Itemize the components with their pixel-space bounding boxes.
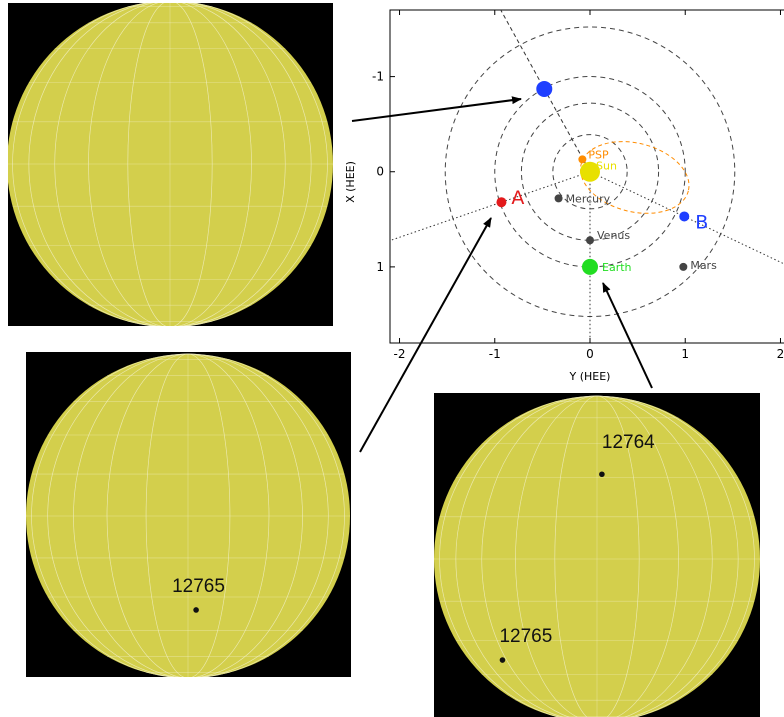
mercury-label: Mercury xyxy=(566,192,611,205)
psp-label: PSP xyxy=(588,148,609,161)
stereo-b-marker xyxy=(679,211,690,222)
mars-label: Mars xyxy=(690,259,717,272)
y-tick-label: 1 xyxy=(376,260,384,274)
sunspot-marker xyxy=(193,607,199,613)
venus-label: Venus xyxy=(597,229,630,242)
earth-marker xyxy=(582,258,598,275)
x-tick-label: 2 xyxy=(777,347,784,361)
y-tick-label: 0 xyxy=(376,165,384,179)
earth-label: Earth xyxy=(602,261,632,274)
unlabeled-spacecraft-marker xyxy=(536,80,553,97)
sun-label: Sun xyxy=(596,160,617,173)
stereo-a-marker xyxy=(496,197,507,208)
sunspot-marker xyxy=(599,471,605,478)
x-tick-label: -2 xyxy=(394,347,406,361)
longitude-line xyxy=(12,3,328,326)
mercury-marker xyxy=(554,194,563,203)
sight-line-unlabeled xyxy=(500,10,591,172)
mars-marker xyxy=(679,262,688,271)
venus-marker xyxy=(586,236,594,245)
orbit-circle xyxy=(494,76,686,268)
longitude-line xyxy=(54,3,286,326)
x-axis-title: Y (HEE) xyxy=(569,370,611,383)
sunspot-marker xyxy=(499,657,506,663)
stereo-a-label: A xyxy=(511,187,524,209)
longitude-line xyxy=(28,3,312,326)
longitude-line xyxy=(127,3,213,326)
sun-marker xyxy=(580,161,600,182)
sun-disk-image xyxy=(8,3,333,326)
y-tick-label: -1 xyxy=(372,70,384,84)
longitude-line xyxy=(31,353,345,677)
y-axis-title: X (HEE) xyxy=(344,161,357,203)
orbit-circle xyxy=(520,102,660,241)
longitude-line xyxy=(439,395,755,717)
sun-disk-panel-bottom-left: 12765 xyxy=(26,352,351,677)
x-tick-label: 1 xyxy=(681,347,689,361)
active-region-label: 12765 xyxy=(172,576,225,597)
stereo-b-label: B xyxy=(695,211,708,233)
active-region-label: 12764 xyxy=(602,432,655,453)
sun-disk-image: 12765 xyxy=(26,353,350,677)
longitude-line xyxy=(88,3,252,326)
x-tick-label: -1 xyxy=(489,347,501,361)
psp-orbit xyxy=(580,141,690,214)
x-tick-label: 0 xyxy=(586,347,594,361)
sun-disk-image: 12764 12765 xyxy=(434,395,760,717)
psp-marker xyxy=(578,155,587,164)
sun-disk-panel-bottom-right: 12764 12765 xyxy=(434,393,760,717)
sun-disk-panel-top-left xyxy=(8,3,333,326)
active-region-label: 12765 xyxy=(499,626,552,647)
